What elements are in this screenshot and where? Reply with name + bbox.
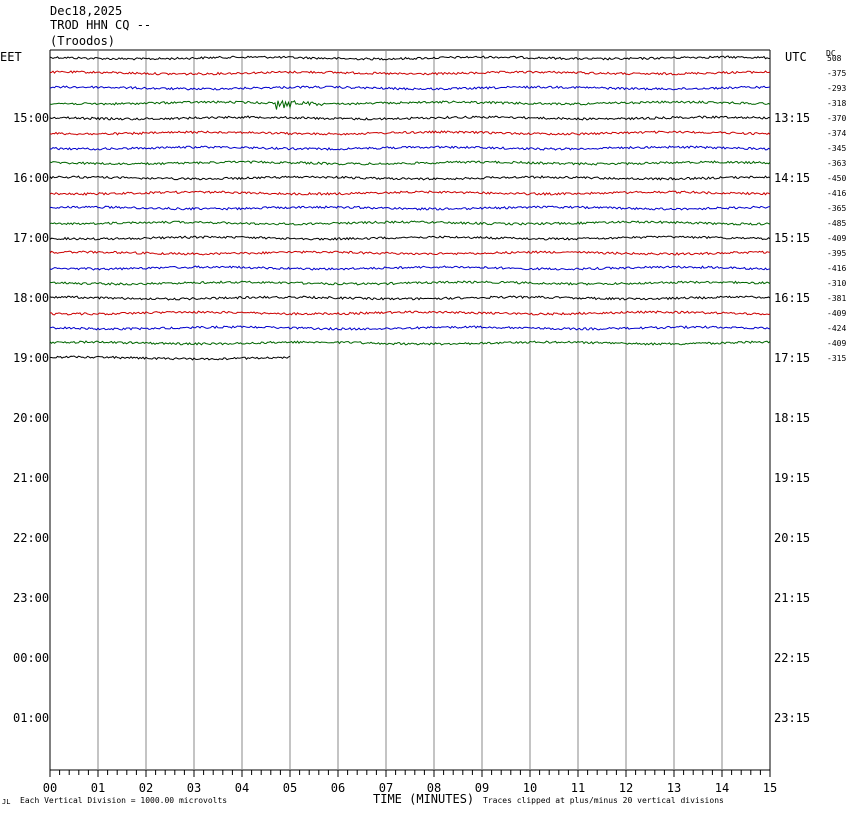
seismic-trace <box>49 235 771 241</box>
seismic-trace <box>49 280 771 286</box>
clip-note: Traces clipped at plus/minus 20 vertical… <box>483 796 724 805</box>
dc-offset-label: -310 <box>827 279 846 288</box>
eet-hour-label: 17:00 <box>13 231 49 245</box>
x-tick-label: 00 <box>43 781 57 795</box>
dc-offset-label: -374 <box>827 129 846 138</box>
dc-offset-label: -375 <box>827 69 846 78</box>
eet-hour-label: 23:00 <box>13 591 49 605</box>
x-tick-label: 07 <box>379 781 393 795</box>
x-axis-title: TIME (MINUTES) <box>373 792 475 806</box>
dc-offset-label: -409 <box>827 309 846 318</box>
x-tick-label: 01 <box>91 781 105 795</box>
utc-hour-label: 15:15 <box>774 231 810 245</box>
dc-offset-label: -409 <box>827 339 846 348</box>
dc-offset-label: -485 <box>827 219 846 228</box>
x-tick-label: 03 <box>187 781 201 795</box>
station-code: TROD HHN CQ -- <box>50 18 152 32</box>
left-axis-title: EET <box>0 50 22 64</box>
dc-offset-label: 508 <box>827 54 842 63</box>
x-tick-label: 15 <box>763 781 777 795</box>
division-note: Each Vertical Division = 1000.00 microvo… <box>20 796 228 805</box>
dc-offset-label: -365 <box>827 204 846 213</box>
seismic-trace <box>49 99 771 110</box>
utc-hour-label: 16:15 <box>774 291 810 305</box>
eet-hour-label: 19:00 <box>13 351 49 365</box>
eet-hour-label: 18:00 <box>13 291 49 305</box>
dc-offset-label: -370 <box>827 114 846 123</box>
dc-offset-label: -409 <box>827 234 846 243</box>
x-tick-label: 10 <box>523 781 537 795</box>
right-axis-title: UTC <box>785 50 807 64</box>
seismic-trace <box>49 205 771 211</box>
dc-offset-label: -345 <box>827 144 846 153</box>
corner-mark: JL <box>2 798 11 806</box>
x-tick-label: 06 <box>331 781 345 795</box>
dc-offset-label: -363 <box>827 159 846 168</box>
eet-hour-label: 22:00 <box>13 531 49 545</box>
dc-offset-label: -416 <box>827 264 846 273</box>
seismic-trace <box>49 325 771 331</box>
seismic-trace <box>49 55 771 61</box>
seismic-trace <box>49 145 771 151</box>
seismic-trace <box>49 115 771 121</box>
utc-hour-label: 17:15 <box>774 351 810 365</box>
eet-hour-label: 16:00 <box>13 171 49 185</box>
seismic-trace <box>49 220 771 226</box>
seismic-trace <box>50 310 771 316</box>
x-tick-label: 08 <box>427 781 441 795</box>
utc-hour-label: 19:15 <box>774 471 810 485</box>
dc-offset-label: -381 <box>827 294 846 303</box>
dc-column-title: DC <box>826 49 836 58</box>
utc-hour-label: 23:15 <box>774 711 810 725</box>
seismic-trace <box>49 250 771 256</box>
eet-hour-label: 01:00 <box>13 711 49 725</box>
utc-hour-label: 14:15 <box>774 171 810 185</box>
seismic-trace <box>49 130 771 136</box>
seismic-trace <box>49 340 771 346</box>
utc-hour-label: 21:15 <box>774 591 810 605</box>
station-location: (Troodos) <box>50 34 116 48</box>
seismic-trace <box>49 160 771 166</box>
x-tick-label: 09 <box>475 781 489 795</box>
dc-offset-label: -450 <box>827 174 846 183</box>
seismic-trace <box>49 85 771 91</box>
eet-hour-label: 15:00 <box>13 111 49 125</box>
x-tick-label: 05 <box>283 781 297 795</box>
dc-offset-label: -318 <box>827 99 846 108</box>
eet-hour-label: 20:00 <box>13 411 49 425</box>
seismic-trace <box>49 190 771 196</box>
x-tick-label: 11 <box>571 781 585 795</box>
seismic-trace <box>49 265 771 271</box>
eet-hour-label: 21:00 <box>13 471 49 485</box>
x-tick-label: 14 <box>715 781 729 795</box>
utc-hour-label: 22:15 <box>774 651 810 665</box>
x-tick-label: 13 <box>667 781 681 795</box>
utc-hour-label: 20:15 <box>774 531 810 545</box>
seismic-trace <box>49 355 291 361</box>
x-tick-label: 12 <box>619 781 633 795</box>
dc-offset-label: -293 <box>827 84 846 93</box>
chart-date: Dec18,2025 <box>50 4 123 18</box>
dc-offset-label: -395 <box>827 249 846 258</box>
dc-offset-label: -315 <box>827 354 846 363</box>
seismic-trace <box>49 175 771 181</box>
eet-hour-label: 00:00 <box>13 651 49 665</box>
utc-hour-label: 18:15 <box>774 411 810 425</box>
utc-hour-label: 13:15 <box>774 111 810 125</box>
seismic-trace <box>49 70 771 76</box>
seismic-trace <box>49 295 771 301</box>
dc-offset-label: -416 <box>827 189 846 198</box>
dc-offset-label: -424 <box>827 324 846 333</box>
x-tick-label: 02 <box>139 781 153 795</box>
x-tick-label: 04 <box>235 781 249 795</box>
